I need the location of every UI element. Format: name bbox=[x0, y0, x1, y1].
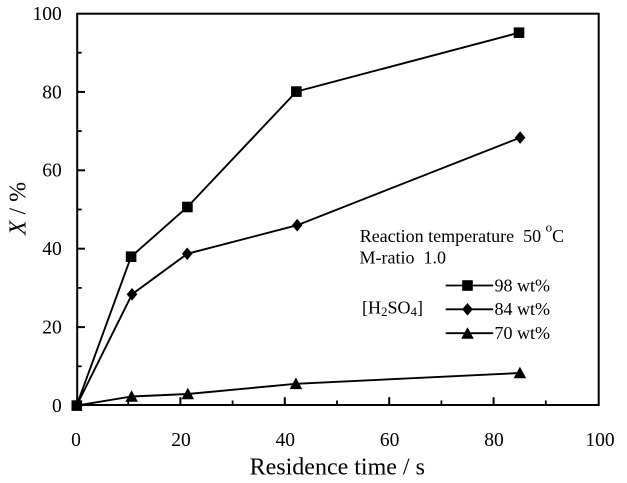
svg-text:84 wt%: 84 wt% bbox=[495, 299, 551, 319]
svg-text:80: 80 bbox=[484, 430, 504, 451]
svg-text:0: 0 bbox=[71, 430, 81, 451]
svg-text:40: 40 bbox=[42, 239, 62, 260]
svg-text:20: 20 bbox=[42, 318, 62, 339]
svg-text:20: 20 bbox=[171, 430, 191, 451]
svg-text:Residence time / s: Residence time / s bbox=[250, 455, 425, 481]
svg-text:80: 80 bbox=[42, 82, 62, 103]
svg-text:[H2SO4]: [H2SO4] bbox=[362, 297, 423, 319]
svg-text:0: 0 bbox=[52, 396, 62, 417]
svg-text:98 wt%: 98 wt% bbox=[495, 276, 551, 296]
svg-text:60: 60 bbox=[380, 430, 400, 451]
svg-text:100: 100 bbox=[585, 430, 614, 451]
svg-text:M-ratio 1.0: M-ratio 1.0 bbox=[360, 247, 446, 267]
svg-text:60: 60 bbox=[42, 161, 62, 182]
svg-text:70 wt%: 70 wt% bbox=[495, 323, 551, 343]
svg-text:X / %: X / % bbox=[6, 182, 32, 236]
svg-text:40: 40 bbox=[276, 430, 296, 451]
svg-text:100: 100 bbox=[33, 4, 62, 25]
svg-text:Reaction temperature 50 oC: Reaction temperature 50 oC bbox=[360, 220, 564, 246]
